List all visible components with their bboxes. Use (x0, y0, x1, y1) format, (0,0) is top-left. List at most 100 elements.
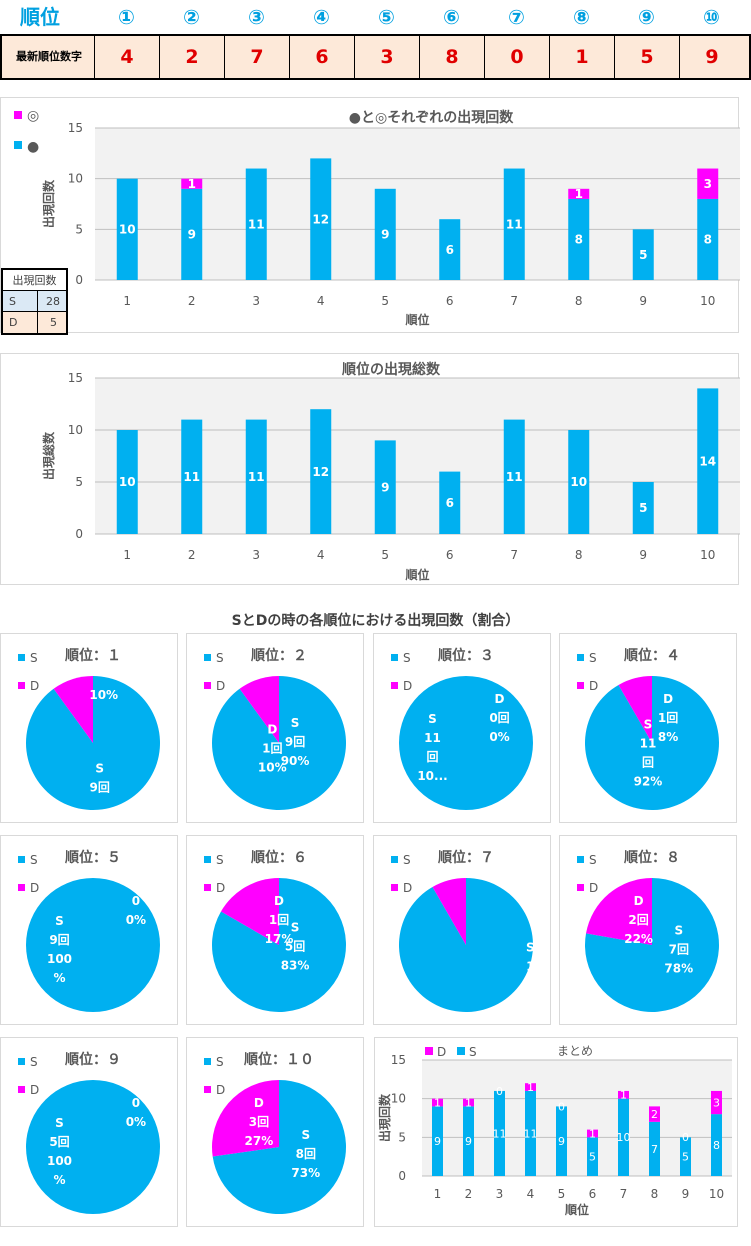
y-tick-label: 5 (75, 475, 83, 489)
pie-data-label: S (674, 923, 683, 937)
pie-data-label: D (663, 692, 673, 706)
legend-label-d: D (589, 881, 598, 895)
legend-label-s: S (469, 1045, 477, 1059)
legend-swatch-s (391, 654, 398, 661)
data-label: 5 (682, 1151, 689, 1164)
bar-● (697, 198, 719, 280)
bar-D (649, 1106, 660, 1122)
pie-data-label: 0% (489, 730, 509, 744)
pie-data-label: S (291, 716, 300, 730)
legend-label-d: D (437, 1045, 446, 1059)
legend-swatch-s (204, 654, 211, 661)
data-label: 6 (446, 243, 454, 257)
data-label: 9 (381, 228, 389, 242)
data-label: 10 (119, 223, 136, 237)
data-label: 1 (620, 1089, 627, 1102)
pie-title: 順位：４ (624, 647, 680, 664)
bar-total (310, 409, 332, 534)
legend-swatch-s (204, 1058, 211, 1065)
pie-data-label: 0回 (489, 711, 509, 725)
x-axis-title: 順位 (404, 312, 429, 327)
legend-label-d: D (216, 1083, 225, 1097)
legend-swatch-d (391, 682, 398, 689)
y-tick-label: 0 (75, 527, 83, 541)
rank-header-4: ④ (313, 5, 330, 29)
x-tick-label: 3 (252, 548, 260, 562)
data-label: 9 (465, 1135, 472, 1148)
data-label: 11 (506, 217, 523, 231)
bar-● (116, 178, 138, 280)
legend-label-s: S (216, 651, 224, 665)
bar-total (245, 419, 267, 534)
legend-label-d: D (216, 881, 225, 895)
legend-swatch-s (18, 654, 25, 661)
pie-chart-rank-5: 順位：５ S D S 9回 100% 0 0% (0, 835, 178, 1025)
rank-header-6: ⑥ (443, 5, 460, 29)
bar-D (587, 1129, 598, 1138)
bar-S (556, 1106, 567, 1176)
pie-chart-rank-4: 順位：４ S D S 11 回 92% D 1回 8% (559, 633, 737, 823)
x-tick-label: 6 (446, 548, 454, 562)
bar-D (711, 1090, 722, 1115)
pie-data-label: 0% (126, 1115, 146, 1129)
latest-digit-5: 3 (354, 36, 419, 78)
bar-● (374, 188, 396, 280)
bar-S (711, 1114, 722, 1176)
legend-swatch-d (577, 884, 584, 891)
x-tick-label: 2 (188, 294, 196, 308)
data-label: 14 (699, 454, 716, 468)
data-label: 8 (713, 1139, 720, 1152)
pie-slice-s (26, 878, 160, 1012)
pie-title: 順位：３ (438, 647, 494, 664)
pie-slice-d (586, 878, 652, 945)
pie-data-label: 100 (47, 952, 72, 966)
pie-data-label: 10% (258, 761, 287, 775)
y-tick-label: 0 (75, 273, 83, 287)
bar-◎ (181, 178, 203, 189)
chart-title: まとめ (557, 1044, 593, 1058)
legend-swatch-s (457, 1047, 465, 1055)
pie-data-label: 83% (281, 959, 310, 973)
data-label: 11 (248, 470, 265, 484)
y-tick-label: 5 (398, 1130, 406, 1144)
legend-label-s: S (589, 651, 597, 665)
summary-chart: 0 5 10 15 まとめ 順位 出現回数 1 9 1 2 9 1 3 11 0 4 11 1 5 9 0 6 5 1 7 10 1 8… (374, 1037, 738, 1227)
legend-swatch-d (18, 682, 25, 689)
x-tick-label: 8 (651, 1187, 659, 1201)
pie-slice-s (25, 676, 160, 810)
pie-data-label: 1回 (269, 913, 289, 927)
y-tick-label: 0 (398, 1169, 406, 1183)
legend-swatch-d (391, 884, 398, 891)
pie-data-label: 90% (281, 754, 310, 768)
pie-title: 順位：２ (251, 647, 307, 664)
legend-label-d: D (216, 679, 225, 693)
pie-slice-d (212, 1080, 279, 1157)
x-tick-label: 10 (700, 548, 715, 562)
data-label: 10 (119, 475, 136, 489)
data-label: 1 (589, 1127, 596, 1140)
bar-● (439, 219, 461, 280)
x-tick-label: 9 (639, 548, 647, 562)
data-label: 7 (651, 1143, 658, 1156)
latest-digit-1: 4 (94, 36, 159, 78)
data-label: 5 (639, 248, 647, 262)
pie-chart-rank-7: 順位：７ S D S 1 (373, 835, 551, 1025)
pie-slice-d (432, 878, 466, 945)
pie-data-label: S (95, 761, 104, 775)
pie-slice-s (26, 1080, 160, 1214)
pie-data-label: 0 (132, 1096, 140, 1110)
bar-total (503, 419, 525, 534)
legend-swatch-s (391, 856, 398, 863)
pie-data-label: S (644, 717, 653, 731)
pie-slice-d (618, 676, 652, 743)
bar-S (649, 1121, 660, 1176)
bar-total (439, 471, 461, 534)
latest-digit-4: 6 (289, 36, 354, 78)
counts-table: 出現回数 S 28 D 5 (1, 268, 68, 335)
legend-swatch-d (204, 1086, 211, 1093)
